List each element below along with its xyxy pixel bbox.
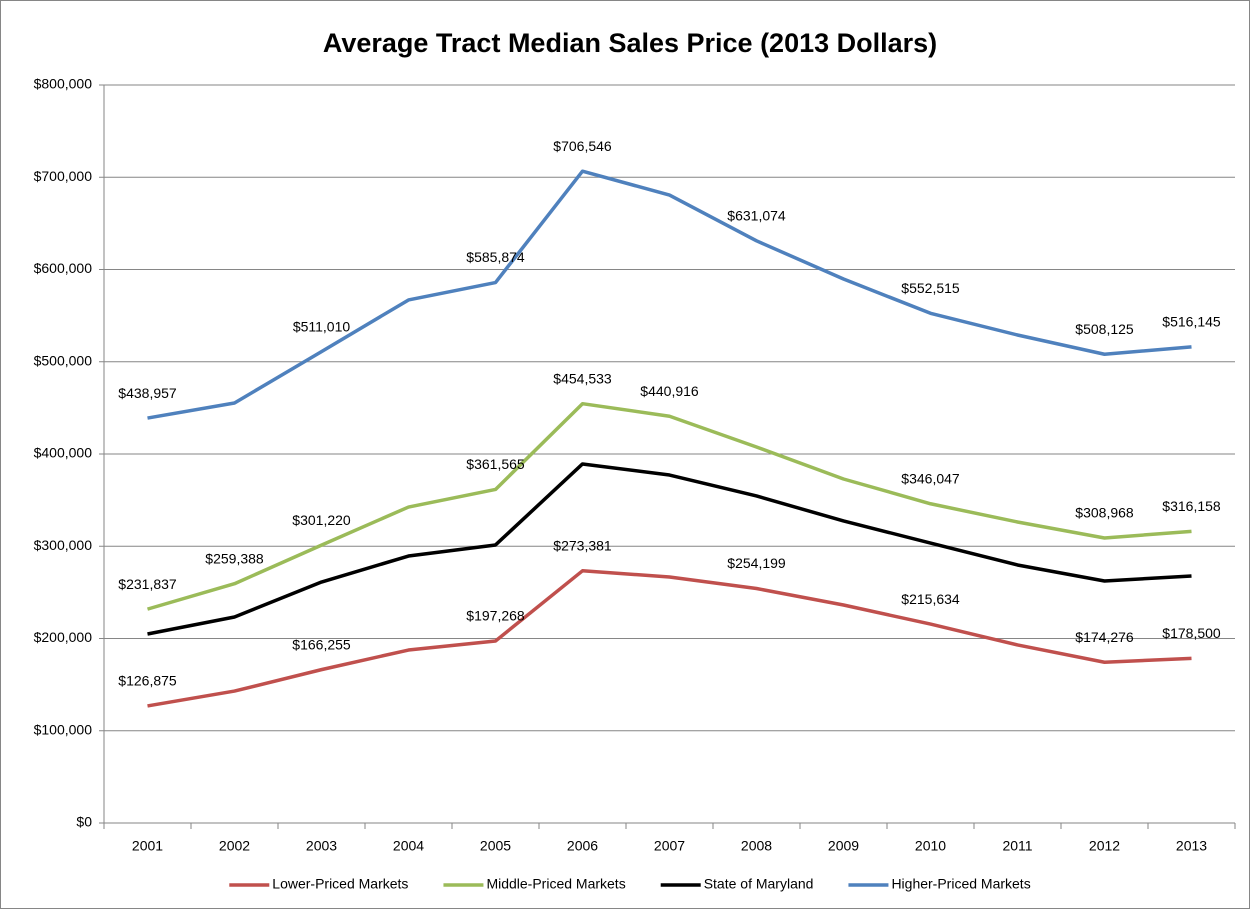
data-label: $301,220 — [292, 512, 351, 528]
data-label: $259,388 — [205, 550, 264, 566]
y-tick-label: $800,000 — [34, 76, 93, 92]
x-tick-label: 2006 — [567, 838, 598, 854]
legend-label: Higher-Priced Markets — [891, 876, 1030, 892]
series-line — [147, 169, 1192, 420]
data-label: $197,268 — [466, 608, 525, 624]
y-tick-label: $500,000 — [34, 352, 93, 368]
legend-label: Middle-Priced Markets — [486, 876, 625, 892]
data-label: $178,500 — [1162, 625, 1221, 641]
data-label: $361,565 — [466, 456, 525, 472]
chart-title: Average Tract Median Sales Price (2013 D… — [323, 28, 937, 58]
x-tick-label: 2011 — [1002, 838, 1032, 854]
x-tick-label: 2013 — [1176, 838, 1207, 854]
series-line — [147, 462, 1192, 636]
data-label: $126,875 — [118, 673, 177, 689]
y-tick-label: $100,000 — [34, 721, 93, 737]
data-label: $174,276 — [1075, 629, 1134, 645]
data-label: $440,916 — [640, 383, 699, 399]
x-tick-label: 2004 — [393, 838, 424, 854]
data-label: $706,546 — [553, 138, 612, 154]
legend-label: Lower-Priced Markets — [272, 876, 408, 892]
data-label: $308,968 — [1075, 505, 1134, 521]
legend-label: State of Maryland — [704, 876, 814, 892]
x-tick-label: 2008 — [741, 838, 772, 854]
y-tick-label: $200,000 — [34, 629, 93, 645]
x-tick-label: 2003 — [306, 838, 337, 854]
y-tick-label: $300,000 — [34, 537, 93, 553]
data-label: $511,010 — [293, 318, 351, 334]
x-tick-label: 2001 — [132, 838, 163, 854]
data-label: $316,158 — [1162, 498, 1221, 514]
x-tick-label: 2007 — [654, 838, 685, 854]
data-label: $231,837 — [118, 576, 177, 592]
data-label: $438,957 — [118, 385, 177, 401]
data-label: $254,199 — [727, 555, 786, 571]
x-tick-label: 2009 — [828, 838, 859, 854]
data-label: $215,634 — [901, 591, 960, 607]
y-tick-label: $0 — [76, 814, 92, 830]
data-label: $516,145 — [1162, 314, 1221, 330]
data-label: $346,047 — [901, 470, 960, 486]
data-label: $273,381 — [553, 538, 612, 554]
x-tick-label: 2012 — [1089, 838, 1120, 854]
data-label: $585,874 — [466, 249, 525, 265]
x-tick-label: 2002 — [219, 838, 250, 854]
data-label: $631,074 — [727, 208, 786, 224]
data-label: $166,255 — [292, 636, 351, 652]
y-tick-label: $600,000 — [34, 260, 93, 276]
y-tick-label: $400,000 — [34, 445, 93, 461]
y-tick-label: $700,000 — [34, 168, 93, 184]
data-label: $454,533 — [553, 370, 612, 386]
x-tick-label: 2005 — [480, 838, 511, 854]
data-label: $508,125 — [1075, 321, 1134, 337]
series-line — [147, 401, 1192, 611]
x-tick-label: 2010 — [915, 838, 946, 854]
series-line — [147, 569, 1192, 708]
data-label: $552,515 — [901, 280, 960, 296]
